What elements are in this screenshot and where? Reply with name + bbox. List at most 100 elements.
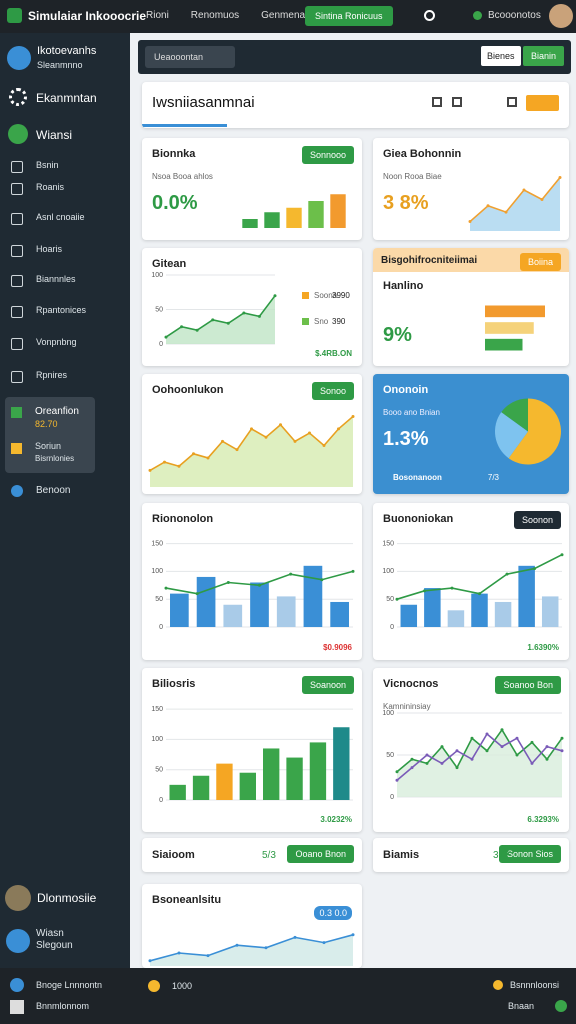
mini-chart: 0 50 100 <box>151 272 277 348</box>
bar <box>170 593 189 627</box>
point <box>206 954 210 958</box>
mini-chart <box>468 175 562 231</box>
legend-value: 390 <box>332 317 346 326</box>
y-tick-label: 50 <box>386 596 394 603</box>
icon[interactable] <box>432 97 442 107</box>
point <box>164 586 168 590</box>
underline <box>142 124 227 127</box>
card-button[interactable]: Soanoo Bon <box>495 676 561 694</box>
card-button[interactable]: Soonon <box>513 511 561 529</box>
highlight-title: Oreanfion <box>35 406 79 417</box>
user[interactable]: Wiansi <box>36 128 73 142</box>
bar <box>308 201 324 228</box>
bottom-left[interactable]: Bnoge Lnnnontn <box>36 980 103 990</box>
card-button[interactable]: Boiina <box>519 253 561 271</box>
status-dot <box>473 11 482 20</box>
point <box>560 553 564 557</box>
point <box>500 728 504 732</box>
bar <box>541 596 559 627</box>
card-button[interactable]: Ooano Bnon <box>287 845 354 863</box>
bottom-right2[interactable]: Bnaan <box>508 1001 535 1011</box>
card-button[interactable]: Sonoo <box>311 382 354 400</box>
bar <box>216 763 233 800</box>
bar <box>333 727 350 800</box>
bar <box>494 601 512 627</box>
card-button[interactable]: Sonnooo <box>301 146 354 164</box>
app-title: Simulaiar Inkooocrie <box>28 9 147 23</box>
bar <box>276 596 296 627</box>
point <box>293 439 297 443</box>
card-title: Oohoonlukon <box>152 384 224 396</box>
area <box>397 729 562 797</box>
y-tick-label: 0 <box>159 624 163 631</box>
point <box>530 740 534 744</box>
nav-icon <box>11 371 23 383</box>
profile[interactable]: Dlonmosiie <box>37 891 97 905</box>
card-button[interactable]: Sonon Sios <box>498 845 561 863</box>
bar <box>330 601 349 627</box>
bar <box>242 219 258 228</box>
sidebar-item[interactable]: Vonpnbng <box>36 337 77 347</box>
brand: Ikotoevanhs <box>37 45 97 57</box>
bottom-right[interactable]: Bsnnnloonsi <box>510 980 560 990</box>
sidebar-item[interactable]: Rpnires <box>36 370 68 380</box>
sidebar-item[interactable]: Biannnles <box>36 274 76 284</box>
bar <box>424 588 441 627</box>
nav-item[interactable]: Genmenats <box>261 10 313 21</box>
nav-item[interactable]: Rioni <box>146 10 169 21</box>
sidebar-item[interactable]: Roanis <box>36 182 65 192</box>
bar <box>309 742 327 800</box>
bar <box>400 604 418 627</box>
y-tick-label: 100 <box>382 568 394 575</box>
sidebar-item[interactable]: Asnl cnoaiie <box>36 212 85 222</box>
status[interactable]: Bcooonotos <box>488 10 541 21</box>
sidebar-item[interactable]: Hoaris <box>36 244 63 254</box>
icon[interactable] <box>424 10 435 21</box>
sidebar-item[interactable]: Bsnin <box>36 160 59 170</box>
card: Ononoin Booo ano Bnian 1.3% Bosonanoon 7/3 <box>373 374 569 494</box>
orange-button[interactable] <box>526 95 559 111</box>
point <box>180 325 184 329</box>
card: Giea Bohonnin Noon Rooa Biae 3 8% <box>373 138 569 240</box>
profile2[interactable]: Wiasn <box>36 928 64 939</box>
section[interactable]: Ekanmntan <box>36 91 97 105</box>
point <box>351 933 355 937</box>
card-title: Siaioom <box>152 849 195 861</box>
line <box>149 934 354 962</box>
profile2-avatar <box>6 929 30 953</box>
point <box>478 592 481 596</box>
point <box>250 427 253 431</box>
toolbar: Ueaooontan Bienes Bianin <box>138 40 571 74</box>
sidebar-item[interactable]: Rpantonices <box>36 305 87 315</box>
card-button[interactable]: Soanoon <box>301 676 354 694</box>
nav-item[interactable]: Renomuos <box>190 10 240 21</box>
card-label: Noon Rooa Biae <box>383 172 442 181</box>
toolbar-button[interactable]: Bienes <box>481 46 521 66</box>
point <box>235 448 239 452</box>
point <box>440 761 444 765</box>
card-title: Ononoin <box>383 384 429 396</box>
line <box>165 295 276 338</box>
avatar[interactable] <box>549 4 573 28</box>
nav-icon <box>11 161 23 173</box>
y-tick-label: 150 <box>382 540 394 547</box>
point <box>440 745 444 749</box>
mini-chart: 0 50 100 150 <box>151 540 355 631</box>
icon[interactable] <box>507 97 517 107</box>
y-tick-label: 50 <box>155 596 163 603</box>
point <box>163 460 166 464</box>
bar <box>447 610 465 627</box>
point <box>226 321 230 325</box>
point <box>308 431 311 435</box>
icon[interactable] <box>452 97 462 107</box>
card-value: 1.3% <box>383 428 429 450</box>
search-box[interactable]: Ueaooontan <box>145 46 235 68</box>
card-title: Buononiokan <box>383 513 454 525</box>
highlight-box[interactable]: Oreanfion 82.70 Soriun Bisrnlonies <box>5 397 95 473</box>
bottom-left2[interactable]: Bnnmlonnom <box>36 1001 90 1011</box>
point <box>423 589 426 593</box>
primary-button[interactable]: Sintina Ronicuus <box>305 6 393 26</box>
extra[interactable]: Benoon <box>36 485 71 496</box>
toolbar-button[interactable]: Bianin <box>523 46 565 66</box>
